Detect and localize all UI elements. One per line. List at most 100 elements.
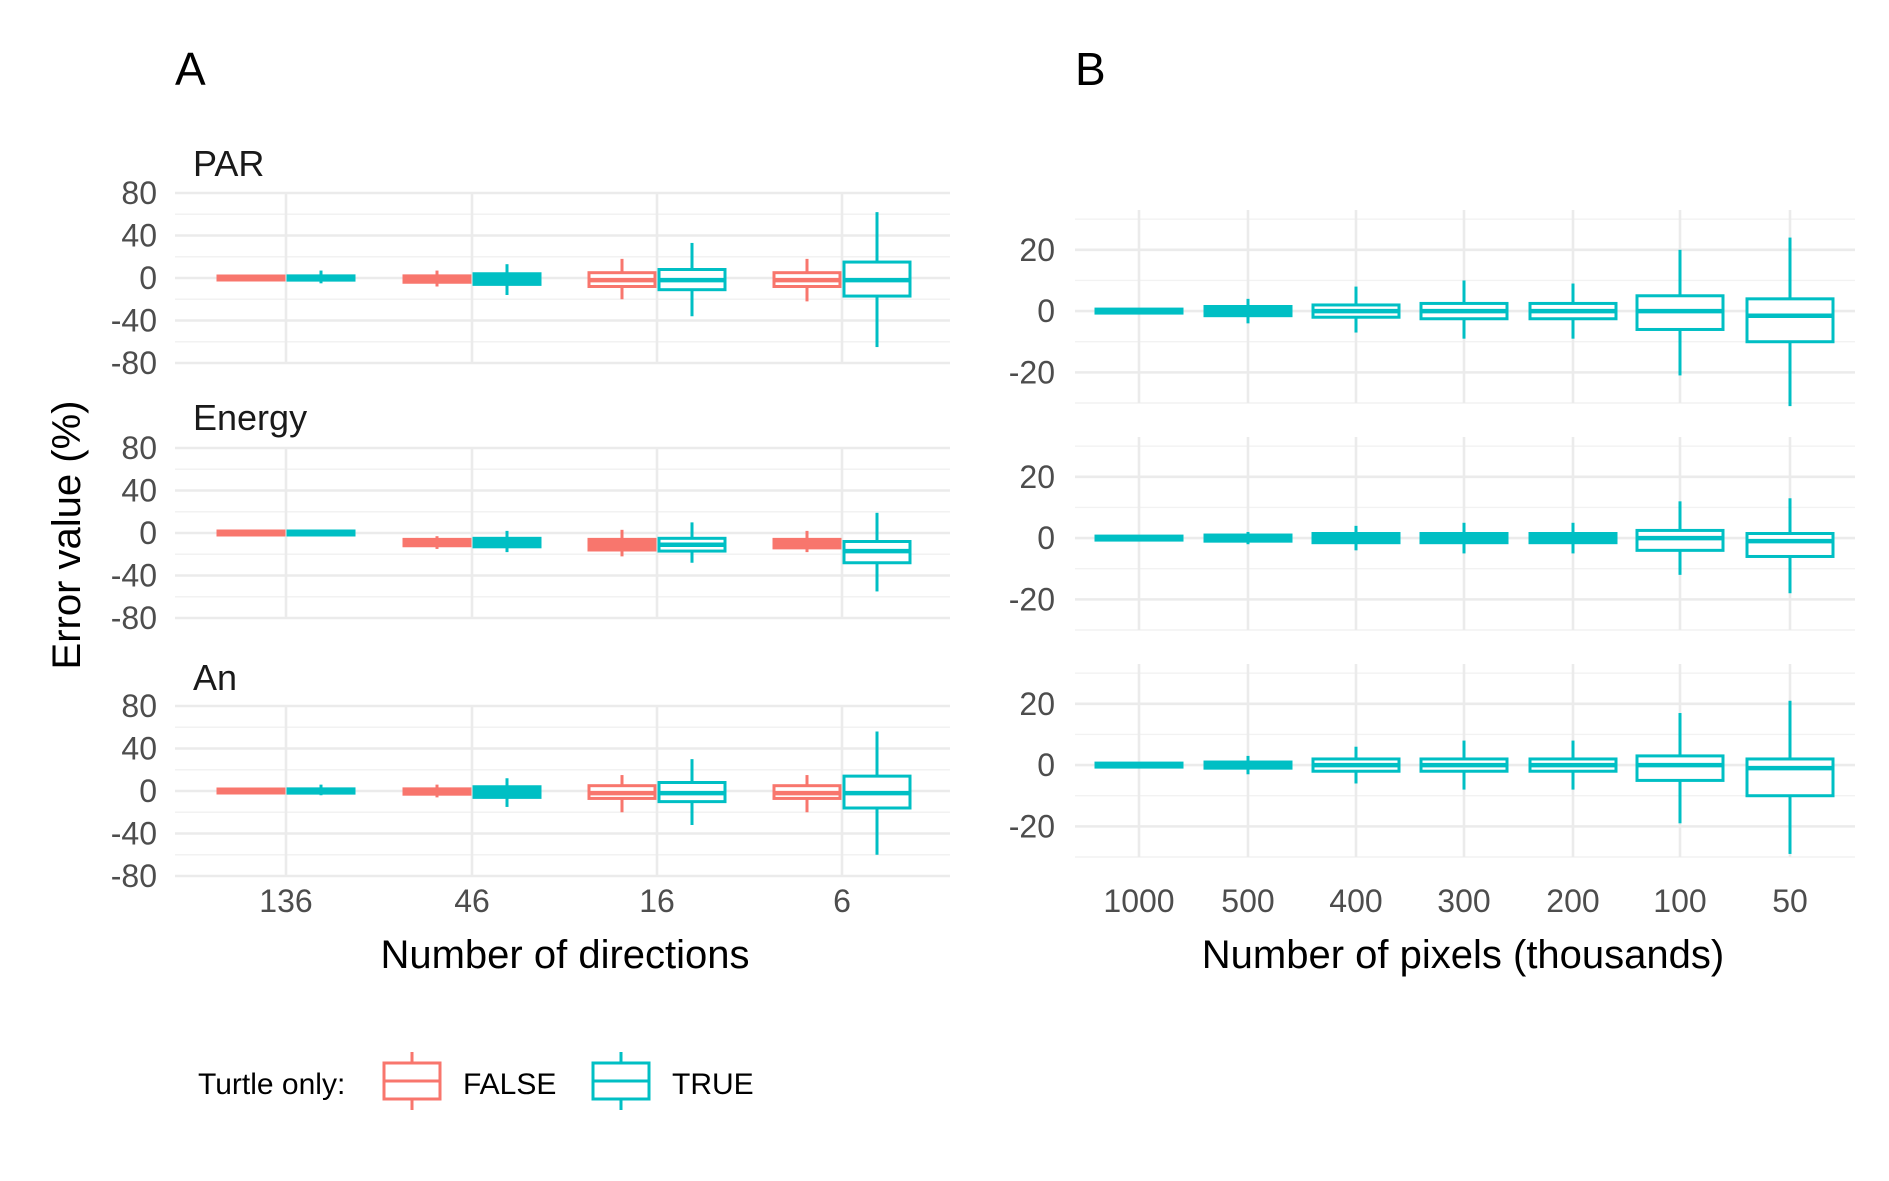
box-a-energy-false-6 [772,530,842,553]
box-b-facet1-500 [1203,298,1293,324]
y-tick-label: 0 [1037,520,1055,556]
x-tick-label-b: 50 [1772,883,1808,919]
box-a-energy-true-46 [472,530,542,553]
panel-b-facet-1: 20 0 -20 [1009,210,1855,407]
panel-label-a: A [175,43,206,95]
box-b-facet1-1000 [1094,307,1184,315]
box-a-an-false-6 [772,775,842,813]
box-b-facet2-300 [1419,522,1509,554]
x-axis-title-a: Number of directions [380,933,749,977]
x-tick-label-b: 300 [1437,883,1490,919]
box-b-facet3-200 [1528,740,1618,790]
box-b-facet3-400 [1311,746,1401,784]
box-b-facet3-500 [1203,755,1293,775]
box-a-an-false-46 [402,784,472,798]
y-tick-label: 0 [139,260,157,296]
box-a-an-false-136 [216,787,286,795]
box-b-facet1-100 [1635,249,1725,376]
box-b-facet1-50-box [1745,297,1835,344]
y-tick-label: -40 [111,303,157,339]
box-b-facet2-200 [1528,522,1618,554]
legend-keys [382,1052,651,1110]
facet-label-par: PAR [193,143,264,184]
box-b-facet3-100 [1635,713,1725,824]
legend-label-true: TRUE [672,1068,754,1101]
y-tick-label: 40 [121,731,157,767]
y-tick-label: 0 [139,515,157,551]
box-a-par-true-16 [657,242,727,317]
panel-a-facet-an: 80 40 0 -40 -80 [111,688,950,894]
box-b-facet3-50-box [1745,757,1835,798]
x-tick-label-b: 400 [1329,883,1382,919]
y-tick-label: 0 [1037,293,1055,329]
box-a-an-true-6 [842,731,912,855]
box-a-par-false-6 [772,258,842,302]
y-tick-label: 20 [1019,686,1055,722]
box-b-facet1-400 [1311,286,1401,333]
box-b-facet3-300 [1419,740,1509,790]
y-tick-label: 80 [121,430,157,466]
box-a-energy-false-16 [587,529,657,557]
box-a-par-false-16 [587,258,657,300]
panel-b-facet-3: 20 0 -20 [1009,664,1855,858]
box-b-facet1-300 [1419,280,1509,339]
box-a-par-false-136 [216,274,286,282]
x-tick-label-b: 200 [1546,883,1599,919]
x-tick-label-a: 46 [454,883,490,919]
box-a-energy-false-46 [402,536,472,549]
panel-label-b: B [1075,43,1106,95]
box-b-facet3-50 [1745,700,1835,854]
box-b-facet1-50 [1745,237,1835,407]
box-a-par-true-136 [286,270,356,284]
y-tick-label: -20 [1009,354,1055,390]
x-tick-label-a: 16 [639,883,675,919]
y-tick-label: -40 [111,558,157,594]
box-b-facet2-100-box [1635,528,1725,552]
box-a-par-true-46 [472,264,542,295]
x-axis-title-b: Number of pixels (thousands) [1202,933,1724,977]
facet-label-energy: Energy [193,397,307,438]
box-a-energy-true-136 [286,529,356,537]
y-tick-label: -80 [111,600,157,636]
y-tick-label: 0 [1037,747,1055,783]
y-tick-label: 40 [121,218,157,254]
box-b-facet2-50 [1745,498,1835,594]
panel-a-facet-par: 80 40 0 -40 -80 [111,175,950,381]
panel-b-facet-2: 20 0 -20 [1009,437,1855,631]
box-a-an-true-136 [286,784,356,796]
legend-label-false: FALSE [463,1068,556,1101]
box-a-energy-true-16 [657,522,727,563]
box-b-facet3-1000 [1094,761,1184,769]
panel-a-facet-energy: 80 40 0 -40 -80 [111,430,950,636]
x-tick-label-b: 100 [1653,883,1706,919]
box-b-facet2-50-box [1745,532,1835,558]
x-tick-label-a: 136 [259,883,312,919]
box-b-facet3-100-box [1635,754,1725,782]
box-a-energy-false-136 [216,529,286,537]
y-axis-title: Error value (%) [45,401,89,670]
x-tick-label-a: 6 [833,883,851,919]
box-a-an-true-46 [472,778,542,807]
y-tick-label: -40 [111,816,157,852]
y-tick-label: 20 [1019,232,1055,268]
box-a-an-false-16 [587,775,657,813]
legend-key-false [382,1052,442,1110]
y-tick-label: -80 [111,858,157,894]
x-tick-label-b: 1000 [1103,883,1174,919]
box-a-energy-true-6 [842,512,912,592]
box-a-an-true-16 [657,759,727,825]
box-a-par-true-6 [842,212,912,348]
legend-key-true [591,1052,651,1110]
box-b-facet1-200 [1528,283,1618,339]
box-b-facet2-400 [1311,525,1401,551]
y-tick-label: 20 [1019,459,1055,495]
x-tick-label-b: 500 [1221,883,1274,919]
y-tick-label: 80 [121,175,157,211]
box-b-facet2-1000 [1094,534,1184,542]
box-b-facet2-500 [1203,531,1293,545]
facet-label-an: An [193,657,237,698]
legend-title: Turtle only: [198,1068,345,1101]
